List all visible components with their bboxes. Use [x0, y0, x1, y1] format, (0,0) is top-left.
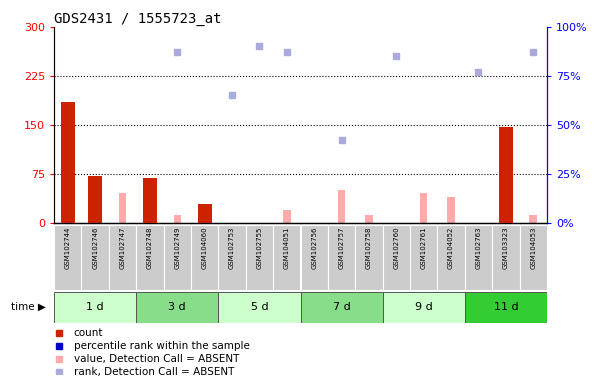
- Text: GSM102756: GSM102756: [311, 227, 317, 269]
- Text: 5 d: 5 d: [251, 302, 268, 312]
- Bar: [420, 194, 427, 223]
- Bar: [383, 292, 465, 323]
- Text: 9 d: 9 d: [415, 302, 433, 312]
- Text: GSM104060: GSM104060: [202, 227, 208, 269]
- Text: GSM102749: GSM102749: [174, 227, 180, 269]
- Text: value, Detection Call = ABSENT: value, Detection Call = ABSENT: [74, 354, 239, 364]
- Text: percentile rank within the sample: percentile rank within the sample: [74, 341, 249, 351]
- Bar: [163, 225, 191, 290]
- Text: GSM102758: GSM102758: [366, 227, 372, 269]
- Bar: [338, 190, 346, 223]
- Bar: [61, 102, 75, 223]
- Bar: [355, 225, 383, 290]
- Text: rank, Detection Call = ABSENT: rank, Detection Call = ABSENT: [74, 367, 234, 377]
- Bar: [54, 225, 82, 290]
- Text: 1 d: 1 d: [87, 302, 104, 312]
- Bar: [383, 225, 410, 290]
- Text: 7 d: 7 d: [333, 302, 350, 312]
- Text: GDS2431 / 1555723_at: GDS2431 / 1555723_at: [54, 12, 222, 26]
- Bar: [529, 215, 537, 223]
- Bar: [218, 292, 300, 323]
- Bar: [499, 127, 513, 223]
- Bar: [300, 225, 328, 290]
- Bar: [136, 225, 163, 290]
- Bar: [410, 225, 438, 290]
- Text: GSM104053: GSM104053: [530, 227, 536, 269]
- Bar: [54, 292, 136, 323]
- Text: GSM102760: GSM102760: [393, 227, 399, 269]
- Bar: [465, 225, 492, 290]
- Bar: [447, 197, 455, 223]
- Bar: [198, 204, 212, 223]
- Text: GSM102753: GSM102753: [229, 227, 235, 269]
- Bar: [109, 225, 136, 290]
- Text: GSM104051: GSM104051: [284, 227, 290, 269]
- Text: GSM102755: GSM102755: [257, 227, 263, 269]
- Text: GSM102746: GSM102746: [92, 227, 98, 269]
- Bar: [438, 225, 465, 290]
- Bar: [273, 225, 300, 290]
- Text: GSM102761: GSM102761: [421, 227, 427, 269]
- Bar: [465, 292, 547, 323]
- Bar: [328, 225, 355, 290]
- Bar: [492, 225, 519, 290]
- Bar: [283, 210, 290, 223]
- Bar: [246, 225, 273, 290]
- Bar: [88, 176, 102, 223]
- Text: 11 d: 11 d: [493, 302, 518, 312]
- Text: GSM103323: GSM103323: [503, 227, 509, 269]
- Bar: [119, 194, 126, 223]
- Text: GSM102757: GSM102757: [338, 227, 344, 269]
- Text: GSM102748: GSM102748: [147, 227, 153, 269]
- Bar: [82, 225, 109, 290]
- Text: GSM102747: GSM102747: [120, 227, 126, 269]
- Bar: [365, 215, 373, 223]
- Bar: [191, 225, 218, 290]
- Bar: [519, 225, 547, 290]
- Bar: [300, 292, 383, 323]
- Bar: [136, 292, 218, 323]
- Text: GSM102744: GSM102744: [65, 227, 71, 269]
- Text: 3 d: 3 d: [168, 302, 186, 312]
- Text: time ▶: time ▶: [11, 302, 46, 312]
- Text: GSM104052: GSM104052: [448, 227, 454, 269]
- Text: count: count: [74, 328, 103, 338]
- Text: GSM102763: GSM102763: [475, 227, 481, 269]
- Bar: [143, 178, 157, 223]
- Bar: [174, 215, 181, 223]
- Bar: [218, 225, 246, 290]
